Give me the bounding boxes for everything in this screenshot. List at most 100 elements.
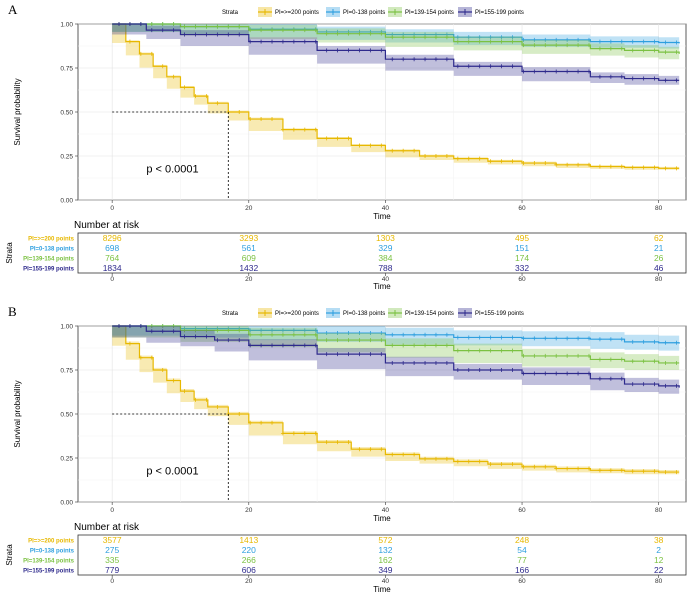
censor-mark: [215, 101, 220, 106]
censor-mark: [597, 357, 602, 362]
censor-mark: [499, 64, 504, 69]
censor-mark: [149, 22, 154, 26]
censor-mark: [608, 337, 613, 342]
censor-mark: [193, 328, 198, 333]
censor-mark: [554, 37, 559, 42]
censor-mark: [390, 35, 395, 40]
censor-mark: [488, 64, 493, 69]
censor-mark: [674, 166, 679, 171]
censor-mark: [270, 332, 275, 337]
censor-mark: [171, 329, 176, 334]
y-axis-title: Survival probability: [13, 78, 22, 145]
risk-x-tick-label: 80: [655, 578, 663, 585]
censor-mark: [554, 353, 559, 358]
censor-mark: [608, 39, 613, 44]
censor-mark: [324, 136, 329, 141]
censor-mark: [532, 371, 537, 376]
censor-mark: [488, 39, 493, 44]
censor-mark: [204, 334, 209, 339]
risk-x-tick-label: 60: [518, 578, 526, 585]
censor-mark: [499, 462, 504, 467]
censor-mark: [488, 35, 493, 40]
censor-mark: [182, 85, 187, 90]
risk-cell: 1303: [376, 233, 395, 243]
censor-mark: [597, 376, 602, 381]
censor-mark: [280, 332, 285, 337]
censor-mark: [302, 343, 307, 348]
censor-mark: [532, 353, 537, 358]
censor-mark: [466, 335, 471, 340]
censor-mark: [641, 469, 646, 474]
censor-mark: [565, 43, 570, 48]
censor-mark: [466, 348, 471, 353]
censor-mark: [674, 78, 679, 83]
censor-mark: [510, 64, 515, 69]
risk-row: PI=139-154 points 335 266 162 77 12: [23, 555, 664, 565]
censor-mark: [576, 43, 581, 48]
censor-mark: [138, 355, 143, 360]
legend-label: PI=>=200 points: [275, 311, 319, 317]
censor-mark: [259, 28, 264, 33]
legend-item: PI=>=200 points: [258, 7, 319, 17]
censor-mark: [379, 447, 384, 452]
censor-mark: [379, 338, 384, 343]
risk-cell: 8296: [103, 233, 122, 243]
censor-mark: [521, 371, 526, 376]
risk-x-tick-label: 40: [382, 276, 390, 283]
censor-mark: [586, 69, 591, 74]
censor-mark: [423, 332, 428, 337]
censor-mark: [291, 39, 296, 44]
censor-mark: [171, 28, 176, 33]
risk-strata-title: Strata: [5, 242, 14, 264]
censor-mark: [182, 24, 187, 29]
censor-mark: [630, 39, 635, 44]
censor-mark: [368, 352, 373, 357]
censor-mark: [466, 459, 471, 464]
censor-mark: [543, 371, 548, 376]
risk-cell: 561: [242, 243, 256, 253]
censor-mark: [576, 162, 581, 167]
censor-mark: [346, 31, 351, 36]
censor-mark: [423, 360, 428, 365]
legend: Strata PI=>=200 points PI=0-138 points PI=1…: [222, 7, 524, 17]
risk-cell: 77: [517, 555, 527, 565]
censor-mark: [324, 338, 329, 343]
censor-mark: [423, 343, 428, 348]
risk-row: PI=139-154 points 764 609 384 174 26: [23, 253, 664, 263]
censor-mark: [149, 51, 154, 56]
risk-cell: 62: [654, 233, 664, 243]
legend-label: PI=139-154 points: [405, 10, 454, 16]
risk-cell: 698: [105, 243, 119, 253]
censor-mark: [532, 336, 537, 341]
censor-mark: [477, 156, 482, 161]
censor-mark: [248, 332, 253, 337]
risk-cell: 12: [654, 555, 664, 565]
censor-mark: [597, 39, 602, 44]
censor-mark: [499, 335, 504, 340]
censor-mark: [586, 43, 591, 48]
censor-mark: [641, 382, 646, 387]
y-tick-label: 0.00: [60, 197, 73, 204]
censor-mark: [532, 69, 537, 74]
risk-cell: 220: [242, 545, 256, 555]
censor-mark: [630, 339, 635, 344]
censor-mark: [160, 324, 165, 328]
censor-mark: [270, 420, 275, 425]
censor-mark: [379, 352, 384, 357]
censor-mark: [149, 355, 154, 360]
censor-mark: [565, 466, 570, 471]
censor-mark: [357, 352, 362, 357]
censor-mark: [302, 28, 307, 33]
censor-mark: [477, 35, 482, 40]
censor-mark: [510, 35, 515, 40]
censor-mark: [368, 447, 373, 452]
censor-mark: [674, 360, 679, 365]
censor-mark: [335, 352, 340, 357]
risk-cell: 275: [105, 545, 119, 555]
censor-mark: [532, 161, 537, 166]
censor-mark: [586, 162, 591, 167]
censor-mark: [521, 336, 526, 341]
risk-row-label: PI=139-154 points: [23, 257, 75, 263]
y-tick-label: 1.00: [60, 323, 73, 330]
censor-mark: [619, 376, 624, 381]
